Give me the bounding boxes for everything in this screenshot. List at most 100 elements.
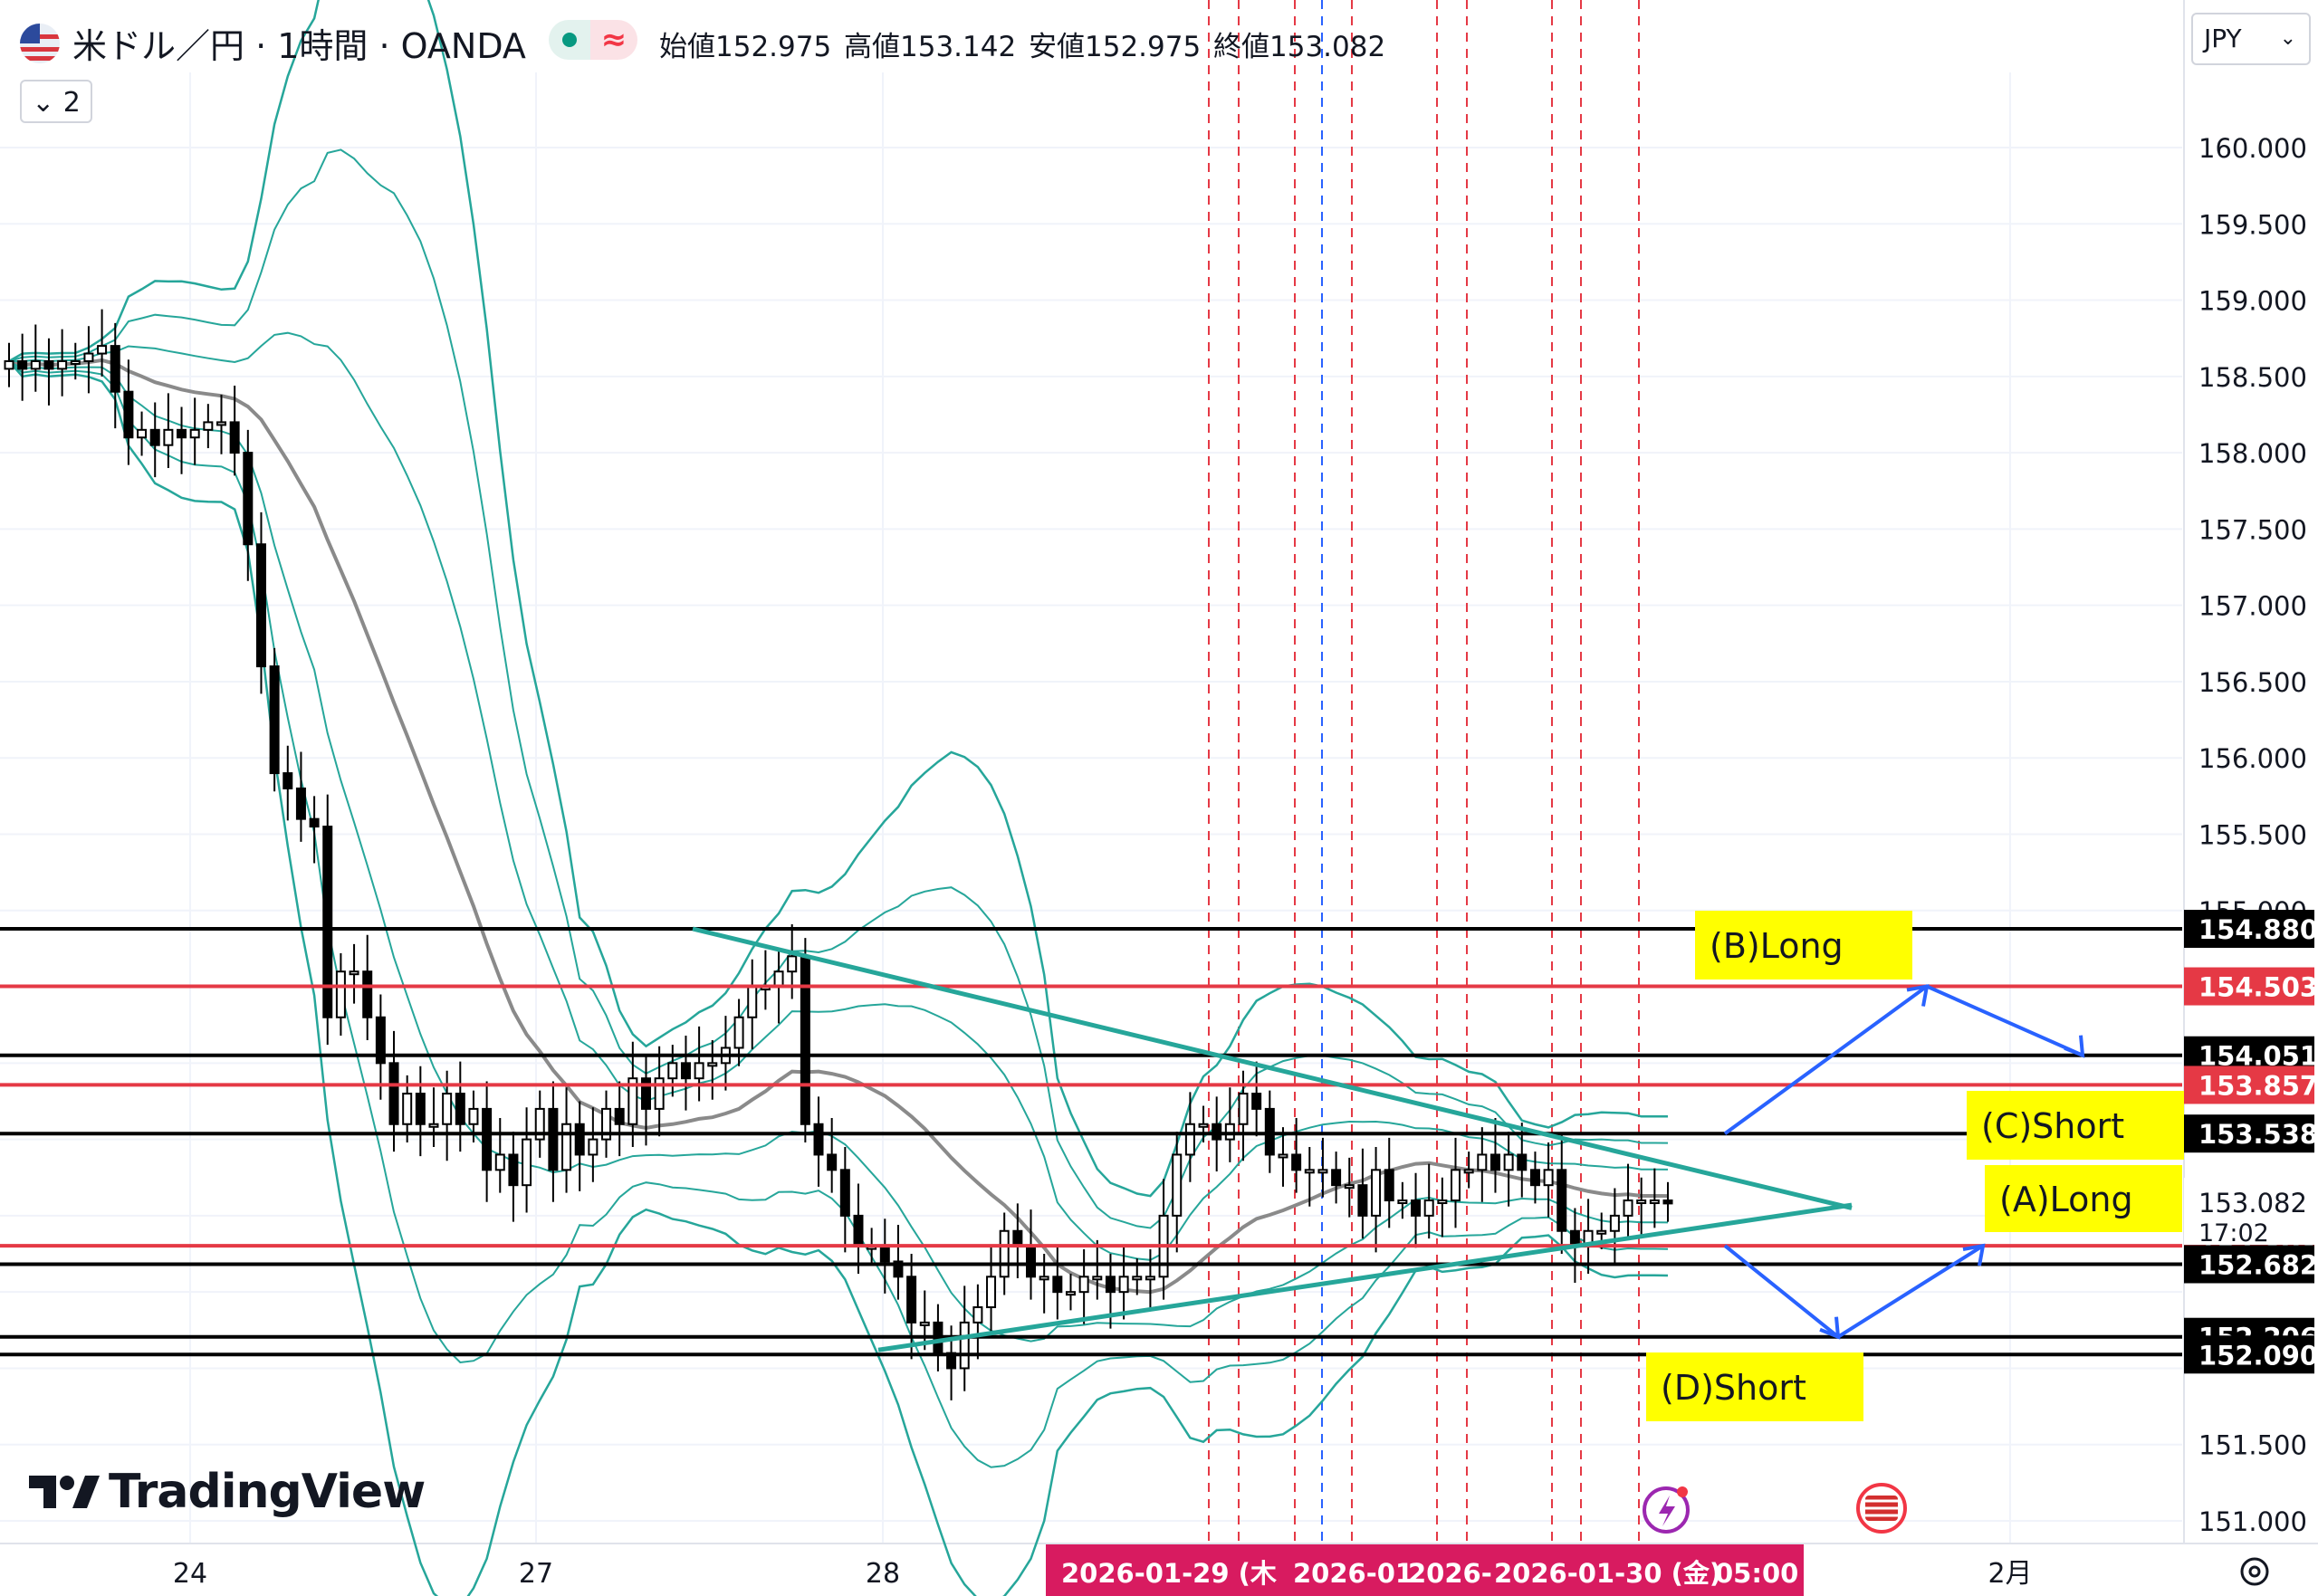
candle-body: [163, 428, 174, 446]
candle-body: [309, 817, 320, 828]
candle-body: [906, 1276, 917, 1324]
ohlc-open: 始値152.975: [659, 24, 831, 64]
candle-body: [522, 1138, 532, 1187]
candle-body: [1557, 1169, 1567, 1232]
candle-body: [1291, 1153, 1302, 1171]
candle-body: [1198, 1123, 1209, 1128]
price-level-tag-label: 152.682: [2198, 1249, 2318, 1280]
chevron-down-icon: ⌄: [32, 87, 63, 119]
candle-body: [70, 359, 81, 365]
candle-body: [4, 359, 14, 370]
price-tick-label: 158.000: [2198, 438, 2307, 469]
price-tick-label: 157.000: [2198, 591, 2307, 622]
bollinger-band-2sigma: [8, 360, 1669, 1468]
candle-body: [787, 955, 798, 973]
settings-gear-icon[interactable]: [2240, 1557, 2269, 1586]
annotation-label: (B)Long: [1710, 926, 1844, 966]
candle-body: [189, 428, 200, 439]
crosshair-date-label: 05:00: [1715, 1558, 1798, 1589]
candle-body: [747, 986, 758, 1018]
ohlc-high: 高値153.142: [844, 24, 1016, 64]
brand-name: TradingView: [109, 1465, 426, 1519]
candle-body: [1264, 1107, 1275, 1156]
price-level-tag-label: 154.503: [2198, 972, 2318, 1003]
candle-body: [362, 970, 373, 1018]
currency-select[interactable]: JPY ⌄: [2191, 13, 2311, 65]
lightning-icon: [1659, 1496, 1675, 1526]
candle-body: [986, 1276, 997, 1309]
candle-body: [588, 1138, 599, 1156]
candle-body: [1212, 1123, 1222, 1141]
data-delayed-icon[interactable]: ≈: [590, 20, 637, 60]
time-tick-label: 2月: [1988, 1558, 2032, 1590]
candle-body: [1609, 1214, 1620, 1232]
candle-body: [1437, 1199, 1448, 1205]
candle-body: [733, 1016, 744, 1049]
price-level-tag-label: 152.090: [2198, 1340, 2318, 1371]
bollinger-band-3sigma: [8, 360, 1669, 1596]
candle-body: [255, 543, 266, 668]
annotation-label: (D)Short: [1661, 1368, 1806, 1408]
candle-body: [1384, 1169, 1394, 1202]
candle-body: [827, 1153, 838, 1171]
time-tick-label: 27: [519, 1558, 553, 1590]
candle-body: [839, 1169, 850, 1217]
annotation-box: [1967, 1091, 2184, 1160]
indicator-count: 2: [62, 87, 81, 119]
annotation-box: [1646, 1352, 1863, 1421]
open-value: 152.975: [715, 31, 832, 63]
candle-body: [574, 1123, 585, 1156]
candle-body: [1477, 1153, 1488, 1171]
candle-body: [1304, 1169, 1315, 1174]
candle-body: [428, 1123, 439, 1128]
candle-body: [1118, 1276, 1129, 1294]
tradingview-mark-icon: [29, 1476, 100, 1508]
candle-body: [893, 1260, 904, 1278]
price-tick-label: 159.500: [2198, 209, 2307, 240]
scenario-arrows: [1723, 984, 2085, 1340]
last-price-label: 153.082: [2198, 1188, 2307, 1219]
candle-body: [375, 1016, 386, 1065]
bollinger-band-3sigma: [8, 0, 1669, 1198]
candle-body: [601, 1107, 612, 1141]
candle-body: [30, 359, 41, 370]
candle-body: [1105, 1276, 1116, 1294]
indicators-toggle-button[interactable]: ⌄ 2: [20, 80, 92, 123]
candle-body: [1026, 1245, 1037, 1278]
price-tick-label: 151.000: [2198, 1506, 2307, 1537]
candle-body: [1238, 1093, 1249, 1125]
candle-body: [1092, 1276, 1103, 1281]
candle-body: [561, 1123, 572, 1171]
annotation-label: (C)Short: [1981, 1106, 2124, 1146]
candle-body: [879, 1245, 890, 1263]
price-tick-label: 156.000: [2198, 743, 2307, 774]
candle-body: [335, 970, 346, 1018]
close-label: 終値: [1213, 31, 1269, 63]
candle-body: [216, 421, 226, 426]
price-level-tag: [2184, 1335, 2314, 1374]
candle-body: [468, 1107, 479, 1125]
candle-body: [177, 428, 187, 439]
candle-body: [614, 1107, 625, 1125]
candle-body: [707, 1062, 718, 1067]
time-tick-label: 24: [173, 1558, 207, 1590]
candle-body: [1636, 1199, 1647, 1205]
candle-body: [1543, 1169, 1554, 1187]
arrow-head-icon: [1906, 984, 1930, 1007]
market-open-icon[interactable]: [549, 20, 590, 60]
candle-body: [229, 421, 240, 454]
candle-body: [694, 1062, 704, 1080]
crosshair-date-label: 2026-01-30 (金): [1494, 1558, 1721, 1589]
symbol-title[interactable]: 米ドル／円 · 1時間 · OANDA: [72, 26, 526, 66]
candle-body: [627, 1077, 638, 1125]
candle-body: [959, 1321, 970, 1370]
candle-body: [508, 1153, 519, 1187]
candle-body: [1078, 1276, 1089, 1294]
price-tick-label: 159.000: [2198, 286, 2307, 317]
candle-body: [283, 772, 293, 789]
price-tick-label: 157.500: [2198, 514, 2307, 545]
price-level-tag-label: 153.538: [2198, 1119, 2318, 1150]
tradingview-logo[interactable]: TradingView: [29, 1465, 426, 1519]
